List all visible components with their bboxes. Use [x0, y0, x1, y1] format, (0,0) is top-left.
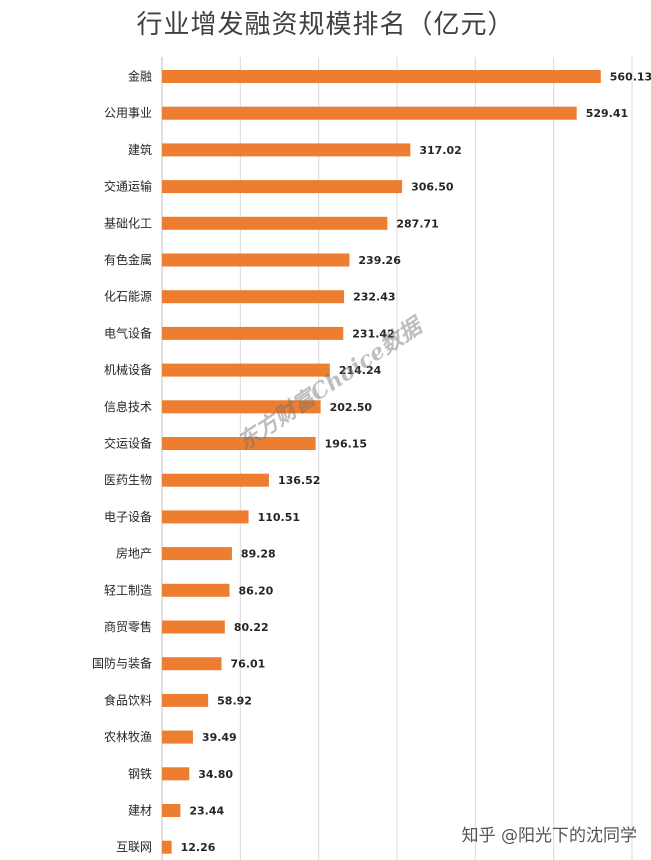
data-label: 34.80 [198, 768, 233, 781]
category-label: 房地产 [116, 546, 152, 561]
category-label: 互联网 [116, 840, 152, 854]
bar [162, 363, 330, 377]
data-label: 232.43 [353, 291, 395, 304]
bar [162, 180, 403, 194]
category-label: 建筑 [128, 142, 152, 157]
bar [162, 437, 316, 450]
category-label: 钢铁 [128, 767, 152, 781]
category-label: 信息技术 [104, 399, 152, 414]
category-labels: 金融公用事业建筑交通运输基础化工有色金属化石能源电气设备机械设备信息技术交运设备… [92, 69, 152, 855]
category-label: 机械设备 [104, 362, 152, 377]
bar [162, 840, 172, 854]
data-label: 306.50 [411, 181, 454, 194]
category-label: 电气设备 [104, 325, 152, 340]
bar [162, 143, 411, 157]
data-label: 23.44 [189, 805, 224, 818]
category-label: 基础化工 [104, 216, 152, 230]
category-label: 食品饮料 [104, 692, 152, 707]
bar [162, 583, 230, 597]
bar [162, 326, 344, 340]
bars [162, 70, 601, 854]
data-label: 287.71 [396, 217, 438, 230]
category-label: 交运设备 [104, 436, 152, 451]
data-label: 76.01 [231, 658, 266, 671]
data-label: 58.92 [217, 694, 252, 707]
bar [162, 70, 601, 83]
bar [162, 106, 577, 120]
bar [162, 804, 181, 817]
data-label: 239.26 [358, 254, 401, 267]
bar [162, 510, 249, 524]
data-label: 110.51 [258, 511, 300, 524]
source-credit: 知乎 @阳光下的沈同学 [461, 826, 637, 846]
data-label: 202.50 [330, 401, 373, 414]
bar [162, 253, 350, 267]
category-label: 公用事业 [104, 106, 152, 120]
bar [162, 730, 193, 744]
chart-title: 行业增发融资规模排名（亿元） [136, 10, 515, 40]
bar [162, 693, 209, 707]
value-labels: 560.13 529.41 317.02 306.50 287.71 239.26 232.… [181, 71, 651, 855]
bar [162, 767, 190, 781]
data-label: 12.26 [181, 841, 216, 854]
data-label: 89.28 [241, 548, 276, 561]
category-label: 金融 [128, 69, 152, 84]
category-label: 轻工制造 [104, 583, 152, 597]
bar [162, 547, 232, 561]
bar [162, 290, 345, 304]
data-label: 231.42 [352, 327, 394, 340]
bar [162, 216, 388, 230]
data-label: 86.20 [239, 584, 274, 597]
category-label: 商贸零售 [104, 619, 152, 634]
category-label: 国防与装备 [92, 656, 152, 671]
data-label: 560.13 [610, 71, 651, 84]
data-label: 39.49 [202, 731, 237, 744]
data-label: 214.24 [339, 364, 382, 377]
data-label: 317.02 [419, 144, 461, 157]
bar [162, 400, 321, 414]
category-label: 农林牧渔 [104, 730, 152, 744]
bar [162, 473, 269, 487]
bar [162, 657, 222, 671]
bar [162, 620, 225, 634]
category-label: 有色金属 [104, 252, 152, 267]
category-label: 化石能源 [104, 290, 152, 304]
category-label: 电子设备 [104, 510, 152, 524]
category-label: 建材 [128, 804, 152, 818]
category-label: 医药生物 [104, 473, 152, 487]
category-label: 交通运输 [104, 179, 152, 194]
data-label: 529.41 [586, 107, 628, 120]
data-label: 136.52 [278, 474, 320, 487]
data-label: 80.22 [234, 621, 269, 634]
data-label: 196.15 [325, 438, 367, 451]
